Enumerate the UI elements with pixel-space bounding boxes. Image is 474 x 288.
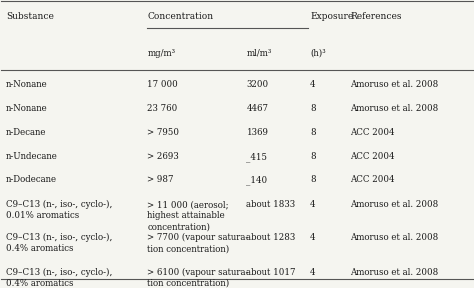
Text: > 11 000 (aerosol;
highest attainable
concentration): > 11 000 (aerosol; highest attainable co… (147, 200, 229, 231)
Text: ACC 2004: ACC 2004 (350, 175, 394, 184)
Text: References: References (350, 12, 401, 21)
Text: about 1833: about 1833 (246, 200, 296, 209)
Text: 4: 4 (310, 200, 316, 209)
Text: > 6100 (vapour satura-
tion concentration): > 6100 (vapour satura- tion concentratio… (147, 268, 249, 288)
Text: n-Nonane: n-Nonane (6, 80, 48, 89)
Text: 23 760: 23 760 (147, 104, 178, 113)
Text: n-Nonane: n-Nonane (6, 104, 48, 113)
Text: _415: _415 (246, 152, 267, 162)
Text: 8: 8 (310, 175, 316, 184)
Text: ACC 2004: ACC 2004 (350, 128, 394, 137)
Text: about 1283: about 1283 (246, 233, 296, 242)
Text: 4: 4 (310, 80, 316, 89)
Text: C9–C13 (n-, iso-, cyclo-),
0.01% aromatics: C9–C13 (n-, iso-, cyclo-), 0.01% aromati… (6, 200, 112, 220)
Text: (h)³: (h)³ (310, 49, 326, 58)
Text: n-Undecane: n-Undecane (6, 152, 58, 161)
Text: Amoruso et al. 2008: Amoruso et al. 2008 (350, 104, 438, 113)
Text: n-Decane: n-Decane (6, 128, 46, 137)
Text: > 7950: > 7950 (147, 128, 180, 137)
Text: Concentration: Concentration (147, 12, 214, 21)
Text: 3200: 3200 (246, 80, 269, 89)
Text: mg/m³: mg/m³ (147, 49, 175, 58)
Text: C9–C13 (n-, iso-, cyclo-),
0.4% aromatics: C9–C13 (n-, iso-, cyclo-), 0.4% aromatic… (6, 233, 112, 253)
Text: ml/m³: ml/m³ (246, 49, 272, 58)
Text: Substance: Substance (6, 12, 54, 21)
Text: ACC 2004: ACC 2004 (350, 152, 394, 161)
Text: Amoruso et al. 2008: Amoruso et al. 2008 (350, 200, 438, 209)
Text: C9–C13 (n-, iso-, cyclo-),
0.4% aromatics: C9–C13 (n-, iso-, cyclo-), 0.4% aromatic… (6, 268, 112, 288)
Text: Exposure: Exposure (310, 12, 353, 21)
Text: Amoruso et al. 2008: Amoruso et al. 2008 (350, 80, 438, 89)
Text: 1369: 1369 (246, 128, 268, 137)
Text: Amoruso et al. 2008: Amoruso et al. 2008 (350, 268, 438, 277)
Text: _140: _140 (246, 175, 267, 185)
Text: > 987: > 987 (147, 175, 174, 184)
Text: 4467: 4467 (246, 104, 268, 113)
Text: n-Dodecane: n-Dodecane (6, 175, 57, 184)
Text: 4: 4 (310, 233, 316, 242)
Text: 8: 8 (310, 152, 316, 161)
Text: about 1017: about 1017 (246, 268, 296, 277)
Text: 4: 4 (310, 268, 316, 277)
Text: 8: 8 (310, 104, 316, 113)
Text: 17 000: 17 000 (147, 80, 178, 89)
Text: 8: 8 (310, 128, 316, 137)
Text: Amoruso et al. 2008: Amoruso et al. 2008 (350, 233, 438, 242)
Text: > 7700 (vapour satura-
tion concentration): > 7700 (vapour satura- tion concentratio… (147, 233, 249, 253)
Text: > 2693: > 2693 (147, 152, 179, 161)
